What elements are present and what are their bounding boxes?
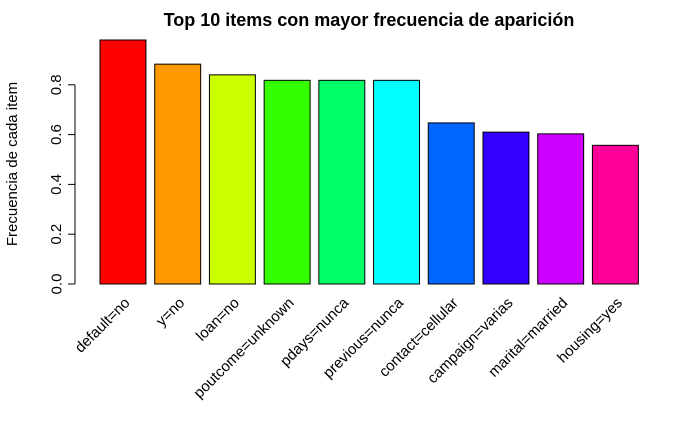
- bar-y-no: [154, 63, 202, 285]
- y-tick-label: 0.0: [48, 274, 65, 295]
- y-tick-label: 0.2: [48, 224, 65, 245]
- bar-pdays-nunca: [318, 79, 366, 285]
- x-tick-labels: default=no y=no loan=nopoutcome=unknownpda…: [72, 294, 626, 402]
- bar-housing-yes: [591, 144, 639, 285]
- x-tick-label: default=no: [72, 295, 134, 357]
- bar-contact-cellular: [427, 122, 475, 285]
- bar-campaign-varias: [482, 131, 530, 285]
- x-tick-label: poutcome=unknown: [190, 295, 297, 402]
- y-tick-label: 0.6: [48, 124, 65, 145]
- y-axis: 0.0 0.2 0.4 0.6 0.8: [48, 74, 76, 295]
- chart-title: Top 10 items con mayor frecuencia de apa…: [164, 10, 575, 30]
- bar-default-no: [99, 39, 147, 285]
- bar-poutcome-unknown: [263, 79, 311, 285]
- bar-marital-married: [537, 133, 585, 285]
- bars-group: [99, 39, 639, 285]
- x-tick-label: y=no: [153, 295, 188, 330]
- y-axis-label: Frecuencia de cada item: [4, 82, 21, 246]
- bar-previous-nunca: [373, 79, 421, 285]
- y-tick-label: 0.8: [48, 74, 65, 95]
- x-tick-label: loan=no: [193, 295, 243, 345]
- bar-loan-no: [208, 74, 256, 285]
- y-tick-label: 0.4: [48, 174, 65, 195]
